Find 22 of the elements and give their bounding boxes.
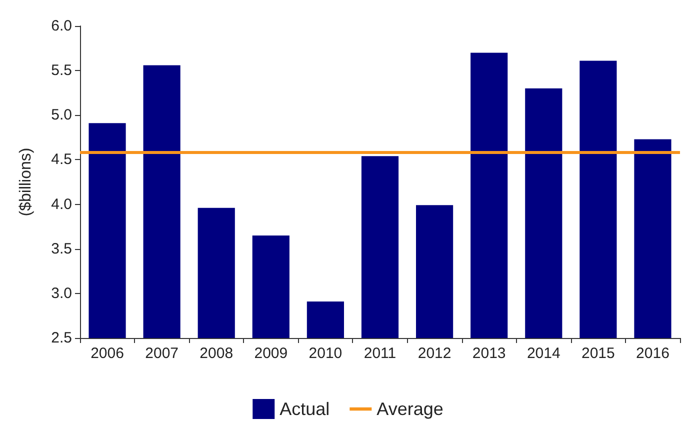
x-tick-label: 2016	[636, 345, 670, 362]
x-tick-label: 2008	[200, 345, 234, 362]
y-tick-label: 6.0	[51, 18, 72, 34]
y-axis-title: ($billions)	[18, 148, 34, 216]
x-tick-label: 2014	[526, 345, 560, 362]
x-tick-label: 2015	[581, 345, 615, 362]
legend-label: Actual	[280, 399, 330, 419]
y-tick-label: 3.0	[51, 284, 72, 302]
y-tick-label: 4.0	[51, 196, 72, 213]
legend-label: Average	[376, 399, 444, 419]
x-tick-label: 2012	[418, 345, 452, 362]
x-tick-label: 2013	[472, 345, 506, 362]
x-tick-label: 2007	[145, 345, 179, 362]
y-tick-label: 2.5	[51, 330, 72, 346]
x-tick-label: 2006	[90, 345, 124, 362]
y-tick-label: 5.5	[51, 62, 72, 80]
x-tick-label: 2009	[254, 345, 288, 362]
x-tick-label: 2010	[308, 345, 342, 362]
y-tick-label: 5.0	[51, 106, 72, 124]
y-tick-label: 4.5	[51, 151, 72, 168]
y-tick-label: 3.5	[51, 240, 72, 258]
x-tick-label: 2011	[364, 345, 396, 362]
